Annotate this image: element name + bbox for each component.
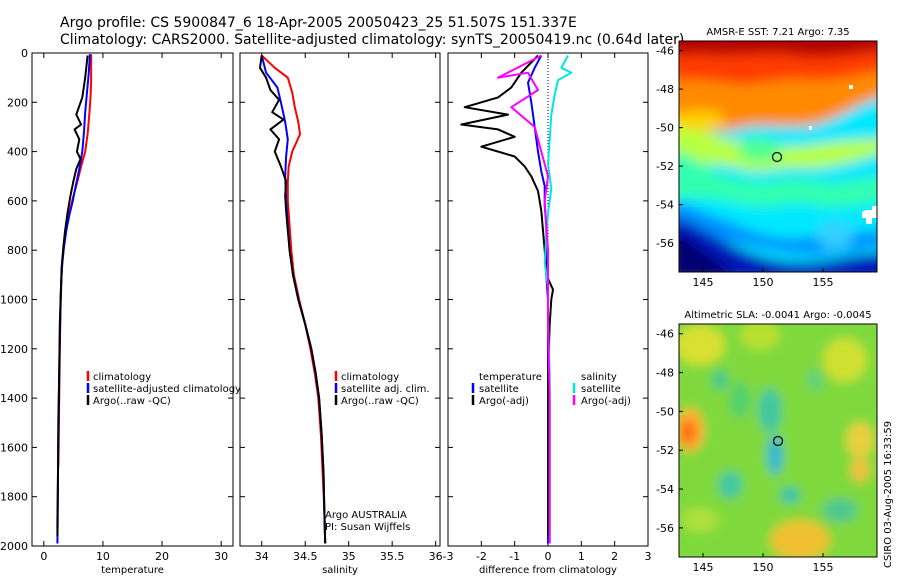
- sst_map-ytick-label: -56: [656, 237, 674, 250]
- temperature-ytick-label: 1800: [0, 491, 28, 504]
- temperature-xtick-label: 30: [214, 550, 228, 563]
- temperature-xtick-label: 10: [96, 550, 110, 563]
- sla_map-ytick-label: -56: [656, 522, 674, 535]
- sla-field: [679, 324, 877, 557]
- title-line1: Argo profile: CS 5900847_6 18-Apr-2005 2…: [60, 15, 577, 31]
- temperature-series-satellite: [56, 54, 91, 544]
- difference-xtick-label: 3: [645, 550, 652, 563]
- sst_map-ytick-label: -50: [656, 122, 674, 135]
- diff-sal-legend-label: satellite: [581, 384, 621, 395]
- difference-xtick-label: 0: [545, 550, 552, 563]
- salinity-legend-label: climatology: [341, 372, 399, 383]
- sst_map-ytick-label: -54: [656, 199, 674, 212]
- diff-temp-legend-label: Argo(-adj): [479, 396, 529, 407]
- salinity-series-argo: [259, 55, 327, 544]
- salinity-frame: [239, 52, 441, 547]
- sst-map-axes: 145 150 155 -46 -48 -50 -52 -54 -56: [656, 45, 833, 289]
- sla_map-ytick-label: -52: [656, 444, 674, 457]
- temperature-xlabel: temperature: [101, 565, 164, 576]
- salinity-panel: 34 34.5 35 35.5 36 salinity climatologysatelli…: [239, 52, 443, 576]
- sla_map-ytick-label: -50: [656, 405, 674, 418]
- sst-map-title: AMSR-E SST: 7.21 Argo: 7.35: [706, 27, 849, 38]
- sla_map-ytick-label: -46: [656, 328, 674, 341]
- sst_map-ytick-label: -52: [656, 160, 674, 173]
- sst_map-ytick-label: -46: [656, 45, 674, 58]
- credit-line2: PI: Susan Wijffels: [325, 522, 410, 533]
- sla-argo-marker: [772, 435, 784, 447]
- credit-line1: Argo AUSTRALIA: [325, 510, 407, 521]
- temperature-ytick-label: 0: [21, 47, 28, 60]
- temperature-ytick-label: 600: [7, 195, 28, 208]
- salinity-legend-label: Argo(..raw -QC): [341, 396, 419, 407]
- temperature-ytick-label: 800: [7, 244, 28, 257]
- temperature-series-argo: [56, 55, 89, 537]
- difference-xtick-label: 1: [578, 550, 585, 563]
- difference-xtick-label: -3: [443, 550, 454, 563]
- sst-field: [679, 41, 877, 272]
- sst-argo-marker: [771, 151, 783, 163]
- sst_map-xtick-label: 155: [813, 276, 834, 289]
- sst_map-xtick-label: 150: [753, 276, 774, 289]
- salinity-xtick-label: 35.5: [380, 550, 405, 563]
- diff-temp-legend-label: satellite: [479, 384, 519, 395]
- salinity-legend-label: satellite adj. clim.: [341, 384, 430, 395]
- temperature-ytick-label: 200: [7, 96, 28, 109]
- difference-panel: -3 -2 -1 0 1 2 3 difference from climatology tem…: [443, 52, 652, 576]
- difference-series-salinity-argo: [497, 54, 551, 544]
- temperature-ytick-label: 1600: [0, 441, 28, 454]
- salinity-xtick-label: 36: [429, 550, 443, 563]
- difference-series-temperature-satellite: [527, 55, 549, 544]
- sla_map-ytick-label: -48: [656, 367, 674, 380]
- sla-map: Altimetric SLA: -0.0041 Argo: -0.0045 14…: [656, 310, 878, 574]
- sla_map-ytick-label: -54: [656, 483, 674, 496]
- difference-xlabel: difference from climatology: [479, 565, 617, 576]
- salinity-xtick-label: 35: [342, 550, 356, 563]
- sla_map-xtick-label: 155: [813, 561, 834, 574]
- sla-map-axes: 145 150 155 -46 -48 -50 -52 -54 -56: [656, 328, 833, 574]
- sla-map-title: Altimetric SLA: -0.0041 Argo: -0.0045: [684, 310, 871, 321]
- title-line2: Climatology: CARS2000. Satellite-adjuste…: [60, 32, 684, 48]
- sst-map: AMSR-E SST: 7.21 Argo: 7.35 145 150 155 -46…: [656, 27, 878, 289]
- difference-xtick-label: -2: [476, 550, 487, 563]
- salinity-xlabel: salinity: [322, 565, 358, 576]
- salinity-xtick-label: 34.5: [293, 550, 318, 563]
- temperature-legend-label: Argo(..raw -QC): [93, 396, 171, 407]
- sst_map-xtick-label: 145: [693, 276, 714, 289]
- side-label: CSIRO 03-Aug-2005 16:33:59: [883, 421, 894, 568]
- difference-xtick-label: 2: [611, 550, 618, 563]
- temperature-xtick-label: 20: [155, 550, 169, 563]
- sst_map-ytick-label: -48: [656, 83, 674, 96]
- diff-sal-legend-label: salinity: [581, 372, 617, 383]
- temperature-ytick-label: 2000: [0, 540, 28, 553]
- temperature-panel: 0 10 20 30 0 200 400 600 800 1000 1200 1400 1600 1800…: [0, 47, 241, 576]
- difference-series-temperature-argo: [460, 54, 554, 537]
- diff-temp-legend-label: temperature: [479, 372, 542, 383]
- sla_map-xtick-label: 150: [753, 561, 774, 574]
- temperature-ytick-label: 400: [7, 146, 28, 159]
- temperature-ytick-label: 1400: [0, 392, 28, 405]
- salinity-xtick-label: 34: [255, 550, 269, 563]
- temperature-xtick-label: 0: [40, 550, 47, 563]
- temperature-legend-label: climatology: [93, 372, 151, 383]
- temperature-ytick-label: 1200: [0, 343, 28, 356]
- difference-xtick-label: -1: [509, 550, 520, 563]
- temperature-legend-label: satellite-adjusted climatology: [93, 384, 241, 395]
- diff-sal-legend-label: Argo(-adj): [581, 396, 631, 407]
- temperature-frame: [31, 52, 234, 547]
- sla_map-xtick-label: 145: [693, 561, 714, 574]
- temperature-ytick-label: 1000: [0, 294, 28, 307]
